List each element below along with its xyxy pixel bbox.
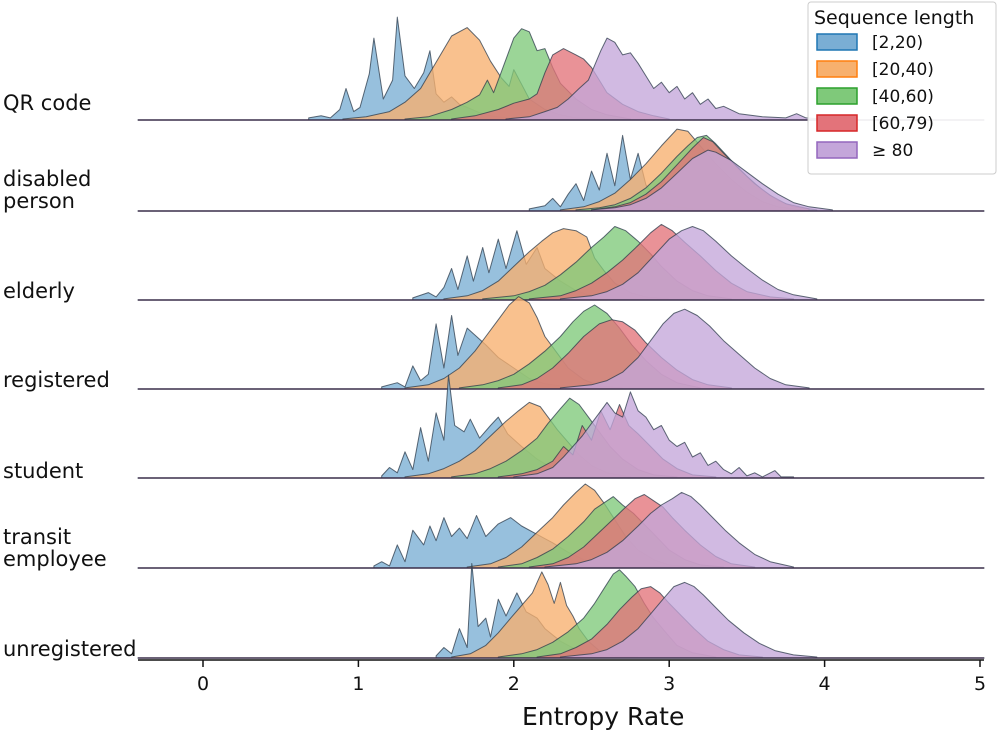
row-label-student: student	[3, 459, 83, 483]
row-labels: QR code disabled person elderly registered st…	[3, 91, 136, 661]
row-label-elderly: elderly	[3, 279, 75, 303]
x-tick-label-2: 2	[508, 673, 520, 695]
density-elderly-series-5	[137, 226, 985, 301]
x-axis-title: Entropy Rate	[522, 702, 684, 731]
legend-label-5: ≥ 80	[872, 141, 913, 161]
row-label-disabled-person: disabled person	[3, 167, 91, 213]
row-label-transit-employee: transit employee	[3, 525, 107, 571]
legend-swatch-3	[816, 87, 858, 105]
density-unregistered-series-5	[137, 581, 985, 659]
x-axis: 0 1 2 3 4 5 Entropy Rate	[138, 659, 986, 731]
density-registered-series-5	[137, 308, 985, 390]
legend-label-2: [20,40)	[872, 60, 934, 80]
x-tick-label-3: 3	[663, 673, 675, 695]
legend-label-4: [60,79)	[872, 114, 934, 134]
legend-swatch-4	[816, 114, 858, 132]
ridge-elderly	[137, 223, 985, 301]
row-label-unregistered: unregistered	[3, 637, 136, 661]
ridge-transit-employee	[137, 483, 985, 569]
legend: Sequence length [2,20) [20,40) [40,60) [60,…	[807, 1, 997, 175]
density-qr-code-series-5	[137, 37, 985, 121]
legend-swatch-1	[816, 33, 858, 51]
ridge-unregistered	[137, 563, 985, 659]
row-label-registered: registered	[3, 368, 110, 392]
ridgeline-rows	[137, 16, 985, 659]
legend-swatch-2	[816, 60, 858, 78]
density-transit-employee-series-5	[137, 491, 985, 569]
legend-swatch-5	[816, 141, 858, 159]
x-tick-label-5: 5	[974, 673, 986, 695]
x-tick-label-4: 4	[819, 673, 831, 695]
row-label-qr-code: QR code	[3, 91, 91, 115]
ridge-disabled-person	[137, 128, 985, 212]
x-tick-label-1: 1	[352, 673, 364, 695]
legend-title: Sequence length	[814, 7, 974, 29]
density-student-series-5	[137, 391, 985, 479]
legend-entries: [2,20) [20,40) [40,60) [60,79) ≥ 80	[816, 33, 934, 161]
ridge-registered	[137, 296, 985, 390]
x-ticks: 0 1 2 3 4 5	[197, 660, 986, 695]
legend-label-1: [2,20)	[872, 33, 923, 53]
legend-label-3: [40,60)	[872, 87, 934, 107]
density-disabled-person-series-5	[137, 149, 985, 212]
ridge-student	[137, 374, 985, 479]
x-tick-label-0: 0	[197, 673, 209, 695]
